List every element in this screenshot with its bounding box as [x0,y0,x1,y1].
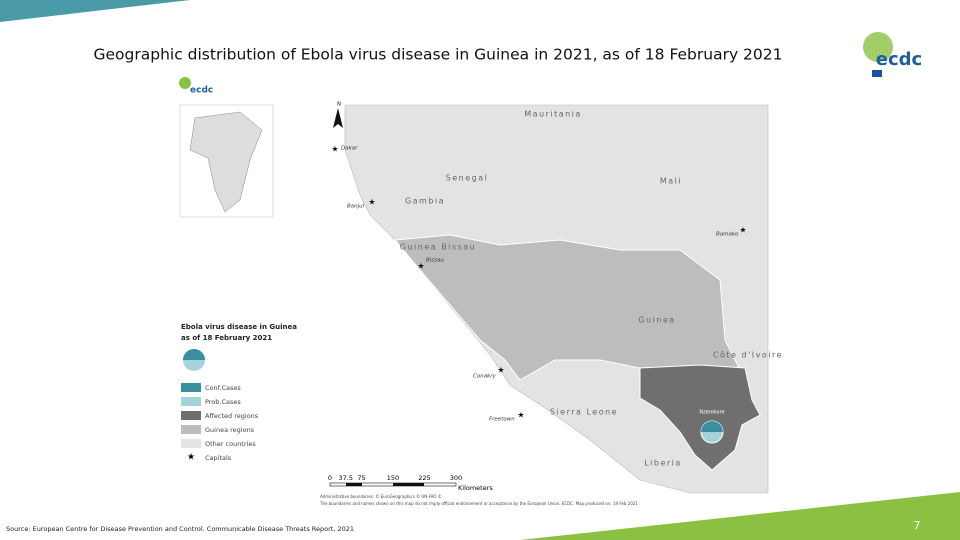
capital: Conakry [473,374,497,380]
scale-tick: 300 [450,474,462,482]
legend-item: Guinea regions [205,426,255,434]
country: Sierra Leone [550,408,618,417]
inset: ecdc [179,77,274,218]
country: Guinea [638,316,675,325]
page-number: 7 [914,519,921,532]
slide-title: Geographic distribution of Ebola virus d… [93,46,782,64]
capital: Freetown [489,417,515,423]
capital: Banjul [347,204,365,210]
map: N Mauritania Senegal Mali Gambia Guinea … [320,102,783,494]
svg-text:★: ★ [497,366,504,375]
legend-item: Other countries [205,440,256,448]
legend-item: Conf.Cases [205,384,241,392]
legend-item: Prob.Cases [205,398,241,406]
svg-text:★: ★ [368,198,375,207]
capital: Bamako [716,232,739,238]
footer-decor [520,492,960,540]
north: N [337,102,341,108]
source: Source: European Centre for Disease Prev… [6,525,354,533]
country: Gambia [405,197,445,206]
svg-text:★: ★ [739,226,746,235]
map-note: Administrative boundaries: © EuroGeograp… [320,494,442,499]
ecdc-logo: ecdc [863,32,922,77]
scale-tick: 37.5 [339,474,353,482]
legend-title: Ebola virus disease in Guinea as of 18 Fe… [181,323,297,342]
scale-tick: 150 [387,474,399,482]
region-label: Nzerekore [699,410,724,416]
scale-tick: 225 [418,474,430,482]
country: Liberia [644,459,682,468]
country: Mauritania [524,110,582,119]
logo-text: ecdc [876,49,922,70]
legend-item: Capitals [205,454,232,462]
scale-bar: Kilometers 0 37.5 75 150 225 300 [328,474,493,492]
country: Mali [660,177,682,186]
svg-text:★: ★ [187,453,195,463]
legend: Ebola virus disease in Guinea as of 18 Fe… [181,323,297,463]
legend-item: Affected regions [205,412,259,420]
svg-text:★: ★ [331,145,338,154]
svg-text:★: ★ [417,262,424,271]
scale-unit: Kilometers [458,484,493,492]
inset-logo: ecdc [190,86,213,96]
country: Guinea Bissau [400,243,476,252]
country: Côte d'Ivoire [713,350,783,360]
scale-tick: 75 [357,474,365,482]
capital: Dakar [341,146,358,152]
svg-text:★: ★ [517,411,524,420]
corner-decor [0,0,190,22]
map-note: The boundaries and names shown on this m… [319,501,638,506]
capital: Bissau [426,258,444,264]
country: Senegal [446,174,489,183]
scale-tick: 0 [328,474,332,482]
